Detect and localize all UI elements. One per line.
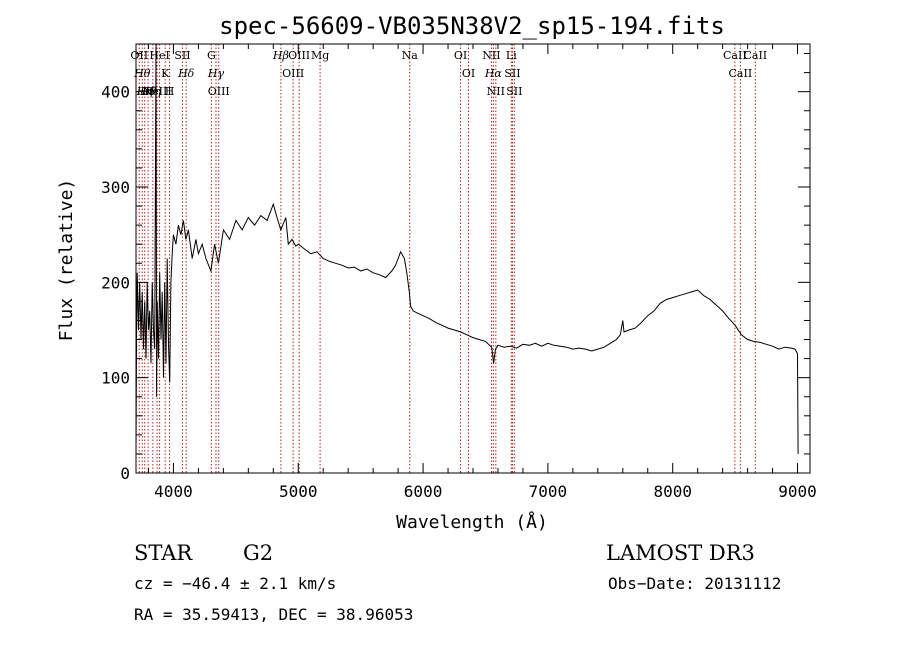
object-subclass: G2 bbox=[243, 541, 273, 565]
spectral-line-label: CaII bbox=[743, 49, 767, 62]
spectral-line-label: NeIII bbox=[143, 85, 172, 98]
spectral-line-label: G bbox=[207, 49, 216, 62]
survey-name: LAMOST DR3 bbox=[606, 541, 755, 565]
observation-date: Obs−Date: 20131112 bbox=[608, 574, 781, 593]
spectral-line-labels: OIIHθHηHθHηNeIIIHeIKHSIIHδGHγOIIIHβOIIIO… bbox=[130, 49, 767, 98]
x-tick-label: 4000 bbox=[154, 482, 193, 501]
spectral-line-label: OI bbox=[454, 49, 467, 62]
x-tick-label: 8000 bbox=[653, 482, 692, 501]
spectral-line-markers bbox=[138, 44, 756, 473]
coordinates: RA = 35.59413, DEC = 38.96053 bbox=[134, 605, 413, 624]
y-tick-label: 100 bbox=[101, 369, 130, 388]
spectral-line-label: Hβ bbox=[272, 49, 289, 62]
spectral-line-label: CaII bbox=[729, 67, 753, 80]
spectral-line-label: Hγ bbox=[207, 67, 225, 80]
x-tick-label: 6000 bbox=[404, 482, 443, 501]
spectral-line-label: OI bbox=[462, 67, 475, 80]
x-tick-label: 5000 bbox=[279, 482, 318, 501]
spectral-line-label: K bbox=[161, 67, 170, 80]
spectral-line-label: Hη bbox=[144, 85, 162, 98]
spectral-line-label: Hθ bbox=[133, 67, 151, 80]
plot-frame bbox=[135, 43, 811, 474]
spectral-line-label: Hα bbox=[484, 67, 503, 80]
spectral-line-label: Na bbox=[402, 49, 419, 62]
y-tick-label: 300 bbox=[101, 178, 130, 197]
spectral-line-label: HeI bbox=[149, 49, 169, 62]
spectral-line-label: OII bbox=[130, 49, 148, 62]
spectral-line-label: OIII bbox=[288, 49, 310, 62]
spectral-line-label: SII bbox=[174, 49, 190, 62]
y-axis-label: Flux (relative) bbox=[56, 179, 77, 342]
x-tick-label: 7000 bbox=[529, 482, 568, 501]
spectral-line-label: SII bbox=[504, 67, 520, 80]
spectral-line-label: Mg bbox=[311, 49, 329, 62]
spectral-line-label: SII bbox=[506, 85, 522, 98]
spectral-line-label: NII bbox=[487, 85, 505, 98]
y-tick-label: 400 bbox=[101, 83, 130, 102]
spectral-line-label: H bbox=[165, 85, 175, 98]
spectral-line-label: Hδ bbox=[177, 67, 195, 80]
x-axis-label: Wavelength (Å) bbox=[396, 511, 548, 533]
axis-ticks: 4000 5000 6000 7000 8000 9000 0 100 200 300 400 bbox=[101, 44, 817, 501]
spectral-line-label: CaII bbox=[723, 49, 747, 62]
spectral-line-label: OIII bbox=[282, 67, 304, 80]
spectral-line-label: NII bbox=[482, 49, 500, 62]
x-tick-label: 9000 bbox=[778, 482, 817, 501]
spectrum-line bbox=[135, 43, 799, 454]
chart-title: spec-56609-VB035N38V2_sp15-194.fits bbox=[219, 12, 725, 40]
spectral-line-label: Li bbox=[506, 49, 517, 62]
spectral-line-label: OIII bbox=[208, 85, 230, 98]
y-tick-label: 0 bbox=[120, 464, 130, 483]
object-class: STAR bbox=[134, 541, 193, 565]
redshift-info: cz = −46.4 ± 2.1 km/s bbox=[134, 574, 336, 593]
y-tick-label: 200 bbox=[101, 273, 130, 292]
